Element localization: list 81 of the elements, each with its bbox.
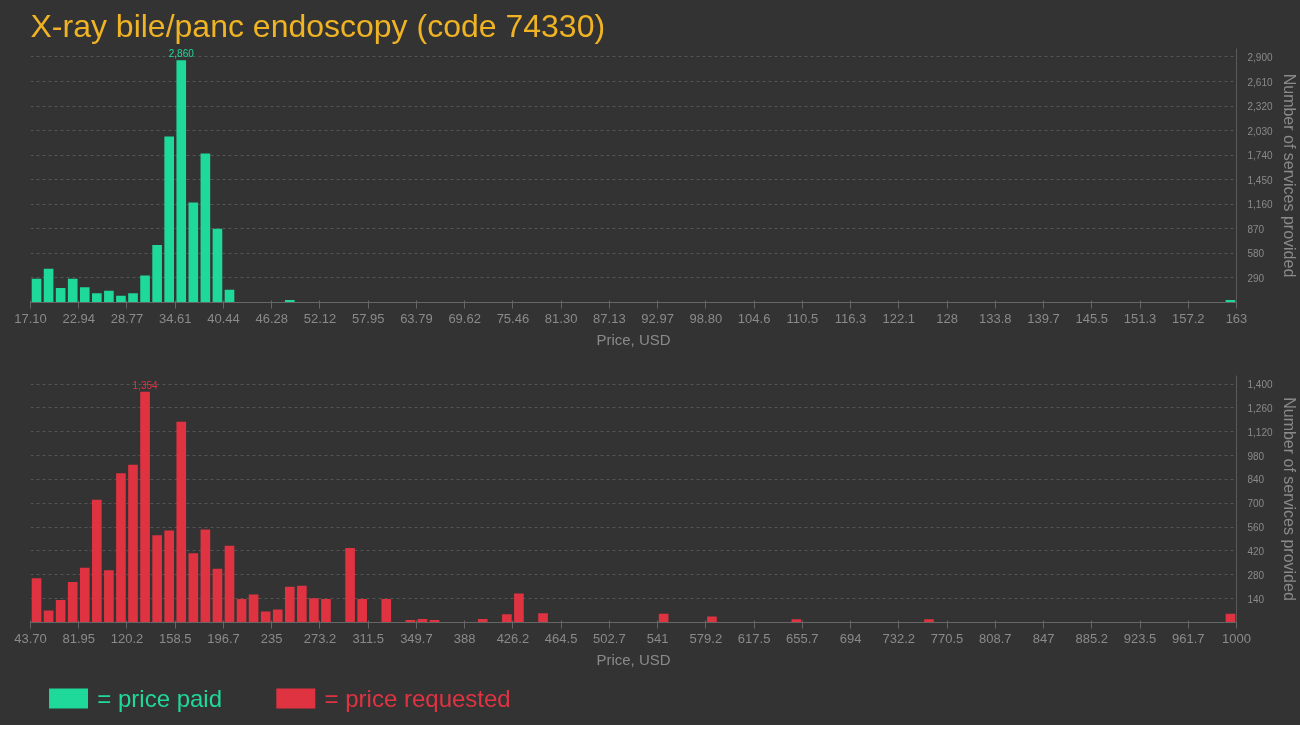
x-tick-label: 158.5	[158, 630, 192, 646]
y-tick-label: 700	[1247, 498, 1265, 510]
x-tick-label: 87.13	[593, 310, 626, 326]
x-tick-label: 163	[1225, 310, 1248, 326]
y-axis-title: Number of services provided	[1280, 397, 1298, 601]
x-tick-label: 34.61	[158, 310, 192, 326]
y-tick-label: 140	[1247, 593, 1265, 605]
y-tick-label: 560	[1247, 522, 1265, 534]
x-tick-label: 541	[646, 630, 669, 646]
x-tick-label: 46.28	[255, 310, 288, 326]
x-tick-label: 52.12	[303, 310, 337, 326]
x-tick-label: 139.7	[1027, 310, 1060, 326]
x-tick-label: 579.2	[689, 630, 723, 646]
x-tick-label: 732.2	[882, 630, 916, 646]
x-tick-label: 961.7	[1171, 630, 1205, 646]
y-tick-label: 2,900	[1247, 51, 1273, 63]
x-tick-label: 133.8	[979, 310, 1012, 326]
x-tick-label: 694	[839, 630, 862, 646]
y-tick-label: 870	[1247, 223, 1265, 235]
x-tick-label: 196.7	[207, 630, 240, 646]
x-tick-label: 923.5	[1123, 630, 1157, 646]
x-tick-label: 885.2	[1075, 630, 1109, 646]
y-tick-label: 1,450	[1247, 174, 1273, 186]
x-tick-label: 349.7	[400, 630, 433, 646]
x-tick-label: 28.77	[110, 310, 144, 326]
x-tick-label: 22.94	[62, 310, 96, 326]
x-tick-label: 69.62	[448, 310, 481, 326]
x-tick-label: 104.6	[737, 310, 771, 326]
y-tick-label: 290	[1247, 272, 1265, 284]
y-tick-label: 2,030	[1247, 125, 1273, 137]
x-tick-label: 63.79	[400, 310, 433, 326]
x-tick-label: 157.2	[1171, 310, 1205, 326]
x-tick-label: 57.95	[351, 310, 385, 326]
y-tick-label: 1,740	[1247, 150, 1273, 162]
x-tick-label: 617.5	[737, 630, 771, 646]
x-tick-label: 655.7	[786, 630, 819, 646]
y-tick-label: 1,400	[1247, 379, 1273, 391]
x-tick-label: 128	[936, 310, 958, 326]
data-label: 2,860	[168, 48, 195, 60]
x-tick-label: 235	[260, 630, 283, 646]
x-tick-label: 17.10	[14, 310, 47, 326]
y-tick-label: 280	[1247, 569, 1265, 581]
x-tick-label: 75.46	[496, 310, 530, 326]
x-tick-label: 116.3	[834, 310, 867, 326]
x-tick-label: 92.97	[641, 310, 674, 326]
legend-label: = price requested	[324, 685, 511, 712]
x-tick-label: 426.2	[496, 630, 530, 646]
x-tick-label: 1000	[1222, 630, 1251, 646]
y-tick-label: 2,610	[1247, 76, 1273, 88]
data-label: 1,354	[132, 379, 159, 391]
y-tick-label: 420	[1247, 545, 1265, 557]
x-tick-label: 110.5	[786, 310, 819, 326]
y-tick-label: 2,320	[1247, 101, 1273, 113]
x-tick-label: 847	[1032, 630, 1055, 646]
x-tick-label: 122.1	[882, 310, 916, 326]
y-tick-label: 1,160	[1247, 199, 1273, 211]
x-tick-label: 151.3	[1123, 310, 1157, 326]
y-tick-label: 840	[1247, 474, 1265, 486]
x-tick-label: 98.80	[689, 310, 723, 326]
legend-label: = price paid	[97, 685, 223, 712]
x-tick-label: 120.2	[110, 630, 144, 646]
x-tick-label: 145.5	[1075, 310, 1109, 326]
x-tick-label: 502.7	[593, 630, 626, 646]
y-tick-label: 580	[1247, 248, 1265, 260]
y-tick-label: 1,260	[1247, 402, 1273, 414]
x-tick-label: 273.2	[303, 630, 337, 646]
x-tick-label: 808.7	[979, 630, 1012, 646]
y-tick-label: 980	[1247, 450, 1265, 462]
x-tick-label: 40.44	[207, 310, 240, 326]
x-tick-label: 43.70	[14, 630, 47, 646]
x-tick-label: 81.30	[544, 310, 578, 326]
x-axis-title: Price, USD	[596, 330, 671, 348]
x-tick-label: 81.95	[62, 630, 96, 646]
chart-title: X-ray bile/panc endoscopy (code 74330)	[30, 7, 606, 44]
x-tick-label: 464.5	[544, 630, 578, 646]
x-axis-title: Price, USD	[596, 650, 671, 668]
x-tick-label: 388	[453, 630, 476, 646]
x-tick-label: 311.5	[352, 630, 384, 646]
y-tick-label: 1,120	[1247, 426, 1273, 438]
y-axis-title: Number of services provided	[1280, 73, 1298, 278]
x-tick-label: 770.5	[930, 630, 964, 646]
